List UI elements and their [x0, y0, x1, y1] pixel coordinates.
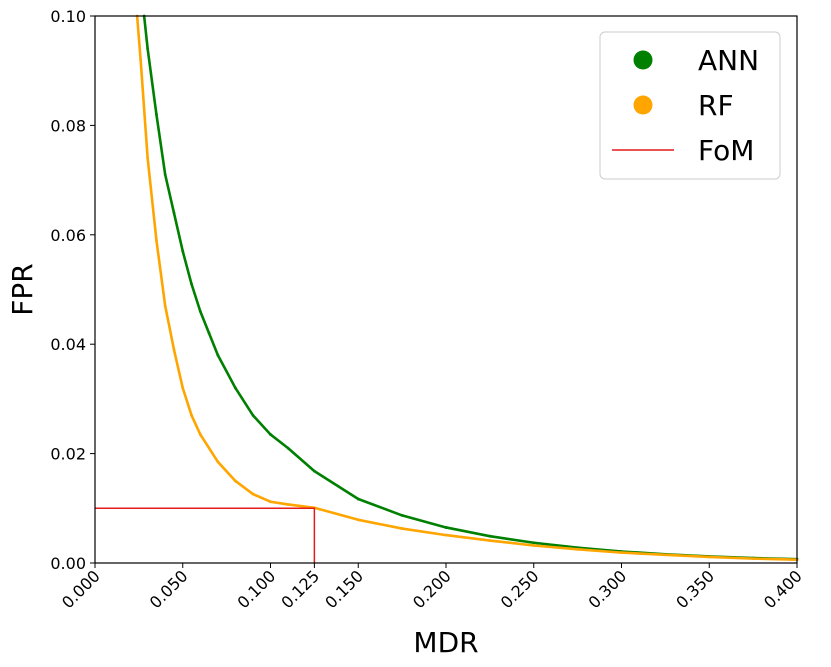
data-point: [198, 309, 202, 313]
legend-label: FoM: [698, 134, 754, 167]
x-axis-title: MDR: [413, 626, 478, 659]
legend-marker: [633, 50, 653, 70]
data-point: [190, 413, 193, 417]
data-point: [146, 47, 150, 51]
data-point: [216, 460, 220, 464]
data-point: [172, 348, 176, 352]
data-point: [286, 503, 290, 506]
data-point: [444, 526, 448, 529]
data-point: [216, 353, 220, 357]
data-point: [190, 282, 193, 286]
data-point: [356, 497, 360, 501]
data-point: [207, 331, 211, 335]
data-point: [163, 173, 167, 177]
data-point: [198, 433, 202, 436]
reference-line-fom: [95, 507, 316, 563]
y-tick-label: 0.02: [50, 445, 86, 464]
data-point: [400, 527, 404, 530]
y-tick-label: 0.04: [50, 335, 86, 354]
data-point: [155, 238, 158, 242]
data-point: [312, 469, 316, 473]
data-point: [172, 211, 176, 215]
data-point: [488, 539, 492, 542]
legend-marker: [633, 95, 653, 115]
data-point: [139, 58, 143, 62]
series-rf: [135, 14, 799, 562]
y-tick-label: 0.10: [50, 7, 86, 26]
data-point: [155, 113, 158, 116]
data-point: [286, 446, 290, 450]
data-point: [576, 547, 580, 551]
reference-line-layer: [95, 507, 316, 563]
data-point: [532, 541, 536, 545]
legend: ANN RF FoM: [599, 31, 781, 180]
legend-item-rf: RF: [633, 89, 734, 122]
data-point: [751, 557, 755, 561]
y-axis-title: FPR: [6, 263, 39, 315]
y-axis: 0.00 0.02 0.04 0.06 0.08 0.10: [50, 7, 95, 573]
data-point: [251, 492, 255, 496]
legend-label: ANN: [698, 44, 759, 77]
series-line-rf: [135, 15, 798, 562]
data-point: [251, 413, 255, 417]
y-tick-label: 0.08: [50, 116, 86, 135]
legend-item-fom: FoM: [612, 134, 754, 167]
data-point: [532, 544, 536, 547]
y-tick-label: 0.06: [50, 226, 86, 245]
data-point: [444, 533, 448, 537]
data-point: [400, 514, 404, 517]
data-point: [146, 156, 150, 160]
data-point: [163, 304, 167, 308]
data-point: [620, 551, 623, 555]
data-point: [663, 553, 667, 557]
data-point: [234, 479, 237, 483]
data-point: [181, 249, 185, 253]
data-point: [488, 534, 492, 538]
data-point: [707, 555, 711, 559]
y-tick-label: 0.00: [50, 554, 86, 573]
series-layer: [135, 14, 799, 562]
data-point: [356, 518, 360, 522]
data-point: [181, 386, 185, 390]
data-point: [269, 500, 272, 504]
legend-item-ann: ANN: [633, 44, 759, 77]
data-point: [269, 433, 272, 436]
legend-label: RF: [698, 89, 734, 122]
data-point: [234, 386, 237, 390]
